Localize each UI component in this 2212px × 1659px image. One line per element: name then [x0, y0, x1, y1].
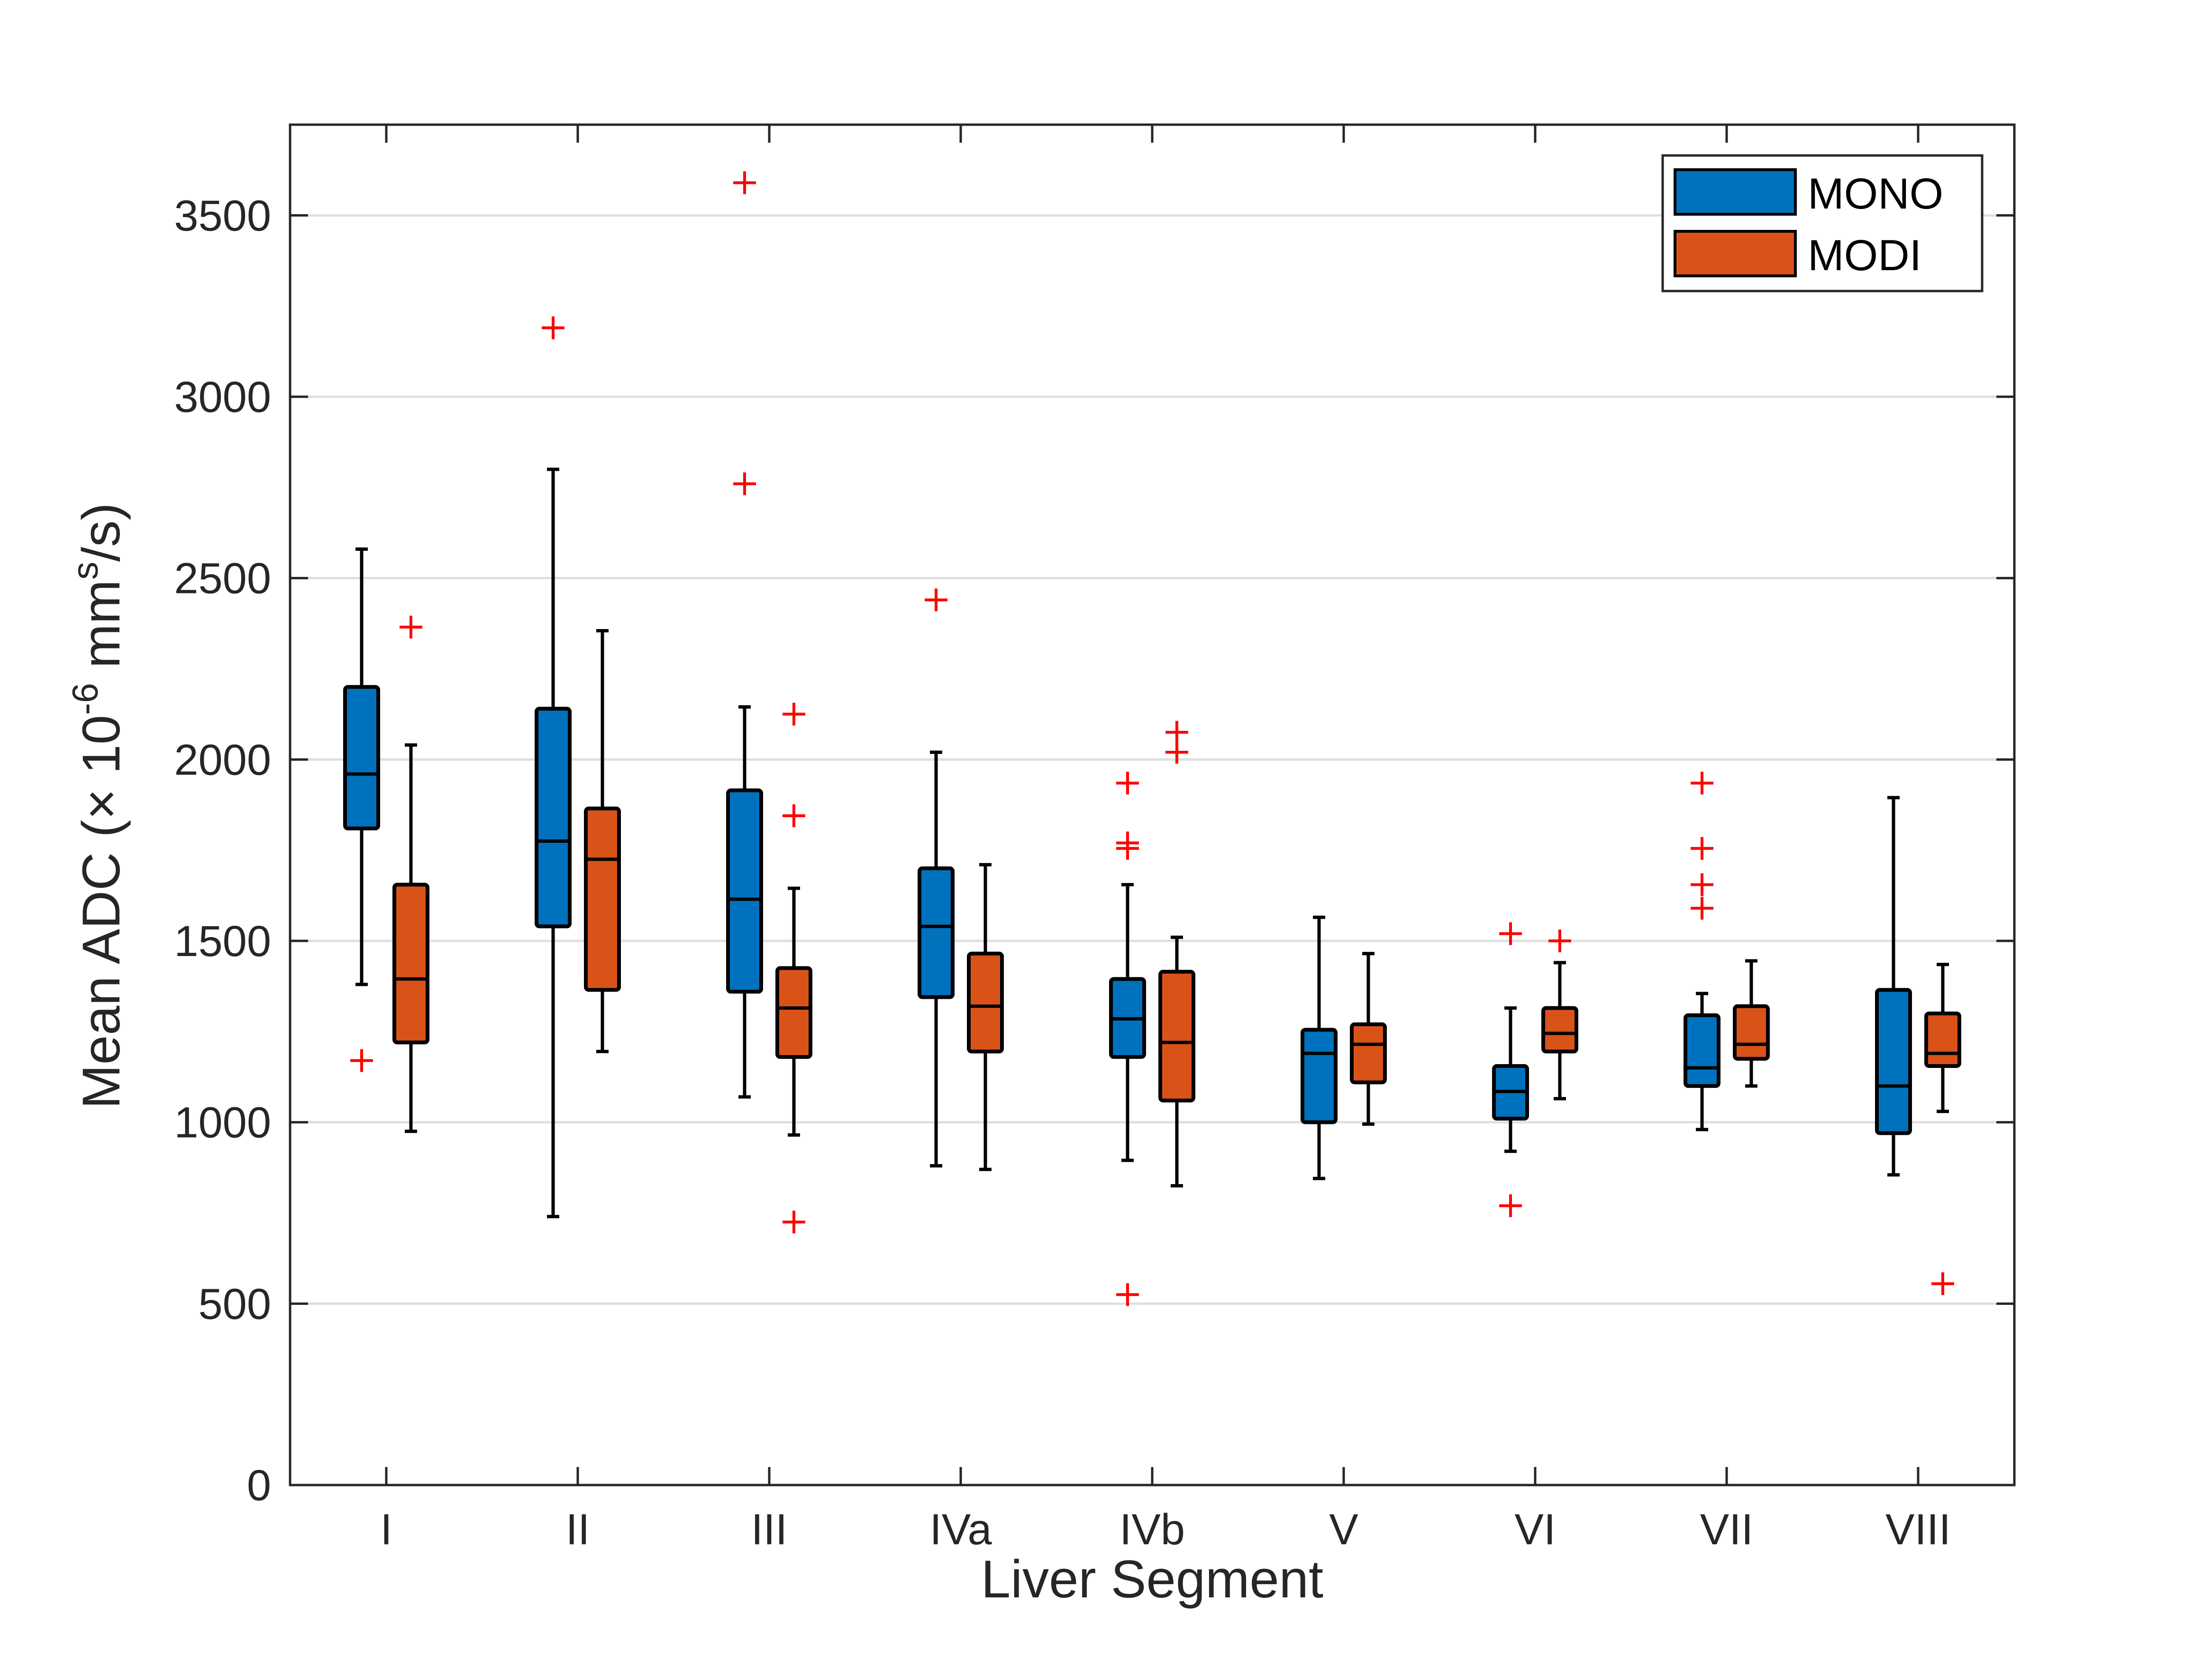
y-axis-title-ten: 10	[72, 715, 131, 789]
y-axis-title-times: ×	[72, 789, 131, 820]
box-body-modi-i	[392, 883, 429, 1045]
outlier-mono-iva-0	[925, 588, 947, 611]
y-tick-label-2500: 2500	[174, 555, 271, 603]
outlier-modi-viii-0	[1931, 1272, 1954, 1295]
box-body-modi-vii	[1733, 1004, 1770, 1061]
outlier-mono-iii-0	[733, 171, 756, 194]
outlier-mono-vii-0	[1691, 772, 1713, 795]
x-tick-label-IVa: IVa	[929, 1505, 992, 1554]
plot-area	[289, 123, 2016, 1486]
outlier-mono-iii-1	[733, 472, 756, 495]
box-modi-ivb	[1158, 935, 1195, 1188]
x-tick-label-VIII: VIII	[1885, 1505, 1951, 1554]
x-tick-labels: I II III IVa IVb V VI VII VIII	[380, 1505, 1951, 1554]
box-body-modi-iva	[967, 951, 1004, 1054]
outlier-mono-ivb-0	[1116, 772, 1139, 795]
box-body-mono-vii	[1684, 1013, 1720, 1088]
box-body-modi-ivb	[1158, 970, 1195, 1103]
y-axis-title: Mean ADC (× 10-6 mms/s)	[65, 503, 131, 1109]
legend-label-mono: MONO	[1808, 170, 1943, 218]
box-modi-vii	[1733, 959, 1770, 1088]
box-mono-iva	[918, 750, 955, 1168]
boxes	[343, 467, 1961, 1219]
outlier-modi-ivb-0	[1165, 720, 1188, 744]
y-tick-label-3000: 3000	[174, 373, 271, 421]
x-tick-label-III: III	[751, 1505, 788, 1554]
outlier-mono-vi-1	[1499, 1194, 1522, 1217]
outlier-modi-iii-0	[783, 702, 805, 726]
y-axis-title-unit-exponent: s	[65, 562, 106, 580]
box-modi-vi	[1541, 961, 1578, 1101]
outliers	[350, 171, 1954, 1306]
outlier-mono-i-0	[350, 1049, 373, 1072]
outlier-mono-ivb-2	[1116, 837, 1139, 860]
box-body-modi-viii	[1924, 1012, 1961, 1068]
box-mono-vii	[1684, 992, 1720, 1131]
box-body-mono-iva	[918, 866, 955, 999]
outlier-mono-vii-2	[1691, 873, 1713, 896]
x-tick-label-IVb: IVb	[1120, 1505, 1185, 1554]
x-tick-label-I: I	[380, 1505, 392, 1554]
outlier-mono-vii-1	[1691, 837, 1713, 860]
y-axis-title-unit: mm	[72, 580, 131, 683]
outlier-modi-iii-1	[783, 804, 805, 827]
legend: MONO MODI	[1661, 154, 1984, 292]
x-tick-label-VII: VII	[1700, 1505, 1753, 1554]
outlier-modi-iii-2	[783, 1211, 805, 1234]
box-mono-ivb	[1109, 883, 1146, 1162]
box-modi-iii	[775, 886, 812, 1137]
box-body-mono-iii	[726, 788, 763, 994]
y-tick-label-2000: 2000	[174, 736, 271, 784]
box-mono-ii	[535, 467, 572, 1219]
outlier-mono-vii-3	[1691, 897, 1713, 920]
legend-swatch-modi	[1674, 230, 1797, 277]
box-modi-iva	[967, 863, 1004, 1171]
x-tick-label-V: V	[1329, 1505, 1358, 1554]
box-mono-iii	[726, 705, 763, 1099]
box-body-modi-iii	[775, 966, 812, 1059]
y-tick-label-3500: 3500	[174, 191, 271, 240]
box-mono-i	[343, 547, 380, 986]
y-tick-label-0: 0	[247, 1461, 271, 1510]
outlier-modi-i-0	[400, 615, 422, 638]
box-mono-viii	[1875, 796, 1912, 1177]
y-tick-label-1500: 1500	[174, 917, 271, 966]
box-modi-viii	[1924, 963, 1961, 1113]
box-modi-i	[392, 743, 429, 1133]
y-tick-label-500: 500	[199, 1280, 272, 1328]
axes-background	[290, 125, 2014, 1485]
y-axis-title-end: /s)	[72, 503, 131, 562]
box-modi-v	[1350, 952, 1387, 1126]
y-tick-labels: 0 500 1000 1500 2000 2500 3000 3500	[174, 191, 271, 1510]
legend-label-modi: MODI	[1808, 231, 1921, 280]
outlier-mono-vi-0	[1499, 922, 1522, 945]
y-axis-title-main: Mean ADC (	[72, 820, 131, 1109]
box-modi-ii	[584, 629, 621, 1053]
x-tick-label-VI: VI	[1515, 1505, 1556, 1554]
box-body-modi-ii	[584, 806, 621, 992]
outlier-modi-ivb-1	[1165, 741, 1188, 764]
x-tick-label-II: II	[565, 1505, 590, 1554]
box-body-modi-vi	[1541, 1006, 1578, 1054]
box-body-mono-v	[1301, 1028, 1338, 1124]
outlier-mono-ivb-3	[1116, 1283, 1139, 1306]
y-tick-label-1000: 1000	[174, 1099, 271, 1147]
box-body-mono-ii	[535, 707, 572, 929]
box-body-mono-i	[343, 685, 380, 830]
box-mono-v	[1301, 915, 1338, 1180]
box-body-modi-v	[1350, 1022, 1387, 1085]
legend-swatch-mono	[1674, 168, 1797, 216]
box-mono-vi	[1492, 1006, 1529, 1153]
y-axis-title-exponent: -6	[65, 683, 106, 715]
x-axis-title: Liver Segment	[981, 1550, 1323, 1609]
box-body-mono-viii	[1875, 988, 1912, 1135]
axis-ticks	[290, 125, 2014, 1486]
outlier-modi-vi-0	[1548, 930, 1571, 952]
outlier-mono-ii-0	[542, 316, 564, 339]
